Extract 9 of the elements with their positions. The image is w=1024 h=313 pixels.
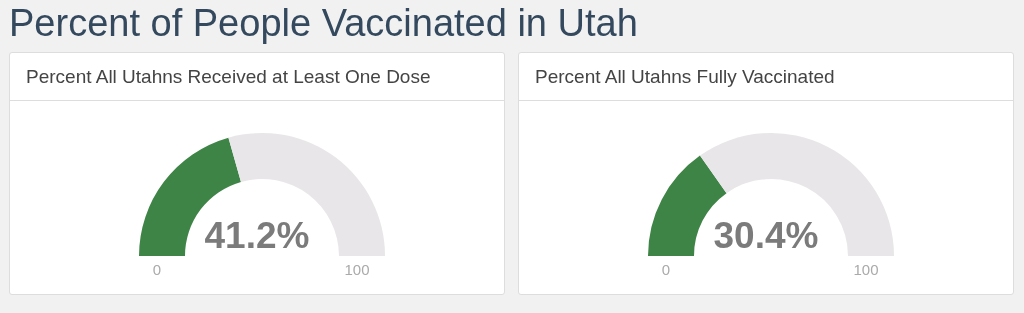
text: 0: [152, 261, 162, 278]
chart-subtitle: Percent All Utahns Fully Vaccinated: [519, 53, 1013, 101]
chart-title: Percent of People Vaccinated in Utah: [9, 2, 638, 45]
text: 100: [344, 261, 370, 278]
text: 100: [853, 261, 879, 278]
text: 0: [661, 261, 671, 278]
text: 41.2%: [204, 215, 310, 256]
chart-subtitle: Percent All Utahns Received at Least One Dose: [10, 53, 504, 101]
text: 30.4%: [713, 215, 819, 256]
